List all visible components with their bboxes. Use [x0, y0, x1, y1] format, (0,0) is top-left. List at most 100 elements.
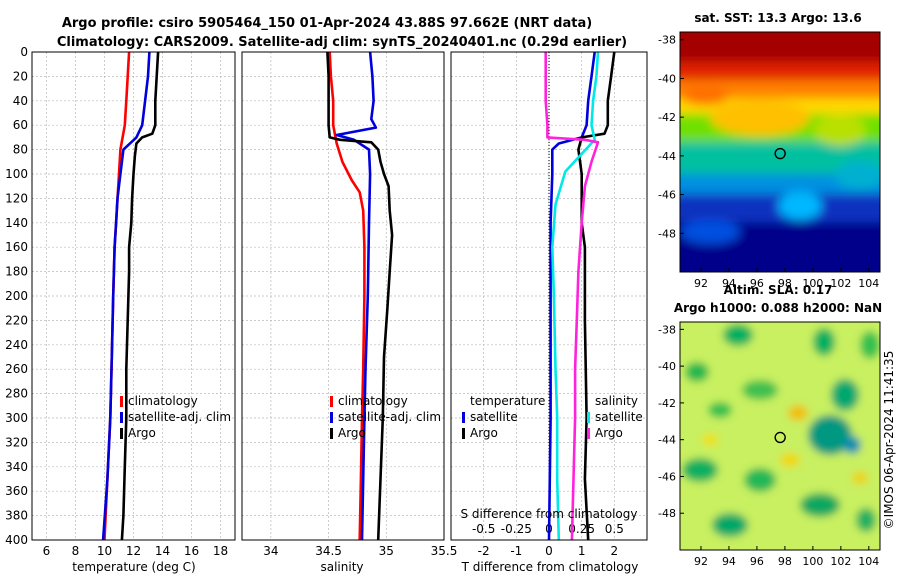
lat-tick-label: -46: [658, 470, 676, 483]
x-tick-label: 14: [155, 544, 170, 558]
depth-tick-label: 320: [5, 435, 28, 449]
title-line1: Argo profile: csiro 5905464_150 01-Apr-2…: [62, 16, 592, 31]
lat-tick-label: -38: [658, 34, 676, 47]
depth-tick-label: 280: [5, 387, 28, 401]
depth-tick-label: 0: [20, 45, 28, 59]
sla-low-2: [780, 453, 800, 467]
lat-tick-label: -48: [658, 227, 676, 240]
depth-tick-label: 160: [5, 240, 28, 254]
x-tick-label: 10: [97, 544, 112, 558]
x-tick-label: 1: [578, 544, 586, 558]
legend-s-argo-label: Argo: [595, 426, 623, 440]
sst-band-orange: [680, 80, 880, 102]
sst-warm-tongue: [710, 100, 810, 136]
lon-tick-label: 102: [830, 555, 851, 568]
salinity-grid: [242, 51, 445, 541]
lat-tick-label: -46: [658, 189, 676, 202]
legend-t-satellite-swatch: [462, 412, 465, 423]
depth-tick-label: 180: [5, 265, 28, 279]
lon-tick-label: 92: [694, 277, 708, 290]
sst-blue-patch: [680, 220, 740, 244]
depth-tick-label: 300: [5, 411, 28, 425]
x-tick-label: 6: [43, 544, 51, 558]
sla-high-3: [860, 331, 880, 359]
depth-tick-label: 360: [5, 484, 28, 498]
depth-tick-label: 20: [13, 69, 28, 83]
sla-low-4: [852, 472, 868, 484]
temperature-grid: [32, 51, 235, 541]
temperature-panel: 0 20 40 60 80 100 120 140 160 180 200 220 240 260 280 3…: [5, 45, 236, 574]
salinity-tick-labels: 34 34.5 35 35.5: [263, 544, 457, 558]
temperature-xlabel: temperature (deg C): [72, 560, 195, 574]
x-tick-label: 18: [213, 544, 228, 558]
depth-tick-label: 100: [5, 167, 28, 181]
sst-band-cyan: [680, 174, 880, 196]
legend-argo-label: Argo: [338, 426, 366, 440]
s-tick-label: -0.25: [501, 522, 532, 536]
legend-s-satellite-label: satellite: [595, 410, 643, 424]
s-difference-xlabel: S difference from climatology: [461, 507, 638, 521]
lat-tick-label: -48: [658, 507, 676, 520]
difference-legend: temperature satellite Argo salinity sate…: [462, 394, 643, 440]
salinity-legend: climatology satellite-adj. clim Argo: [330, 394, 441, 440]
lon-tick-label: 98: [778, 555, 792, 568]
sst-lat-ticks: -38 -40 -42 -44 -46 -48: [658, 34, 684, 240]
sla-heatmap: [680, 322, 880, 550]
series-line-t-argo: [577, 51, 616, 541]
series-line-satellite-adj-clim: [101, 51, 151, 541]
legend-climatology-swatch: [120, 396, 123, 407]
sst-band-red: [680, 62, 880, 82]
sst-cyan-eddy: [778, 192, 822, 220]
depth-tick-label: 200: [5, 289, 28, 303]
depth-tick-label: 60: [13, 118, 28, 132]
x-tick-label: -2: [478, 544, 490, 558]
lon-tick-label: 100: [802, 555, 823, 568]
depth-tick-label: 240: [5, 338, 28, 352]
lon-tick-label: 104: [858, 555, 879, 568]
lon-tick-label: 94: [722, 555, 736, 568]
series-line-argo: [326, 51, 394, 541]
depth-tick-label: 220: [5, 313, 28, 327]
t-difference-xlabel: T difference from climatology: [461, 560, 639, 574]
sla-high-7: [708, 402, 732, 418]
temperature-tick-labels: 6 8 10 12 14 16 18: [43, 544, 228, 558]
x-tick-label: 12: [126, 544, 141, 558]
legend-temperature-title: temperature: [470, 394, 545, 408]
legend-climatology-label: climatology: [128, 394, 198, 408]
lon-tick-label: 92: [694, 555, 708, 568]
x-tick-label: -1: [510, 544, 522, 558]
difference-axes-box: [450, 51, 648, 541]
lon-tick-label: 98: [778, 277, 792, 290]
sla-high-9: [843, 436, 861, 454]
lat-tick-label: -40: [658, 360, 676, 373]
x-tick-label: 34: [263, 544, 278, 558]
s-tick-label: -0.5: [472, 522, 495, 536]
s-tick-label: 0.5: [605, 522, 624, 536]
legend-t-satellite-label: satellite: [470, 410, 518, 424]
title-line2: Climatology: CARS2009. Satellite-adj cli…: [57, 35, 627, 50]
depth-tick-label: 400: [5, 533, 28, 547]
sla-high-10: [682, 458, 718, 482]
lon-tick-label: 96: [750, 555, 764, 568]
depth-tick-labels: 0 20 40 60 80 100 120 140 160 180 200 220 240 260 280 3…: [5, 45, 28, 547]
depth-tick-label: 340: [5, 460, 28, 474]
argo-location-marker: [774, 147, 786, 160]
depth-tick-label: 380: [5, 509, 28, 523]
lat-tick-label: -44: [658, 434, 676, 447]
sla-high-14: [856, 508, 876, 532]
depth-tick-label: 80: [13, 143, 28, 157]
series-line-satellite-adj-clim: [335, 51, 378, 541]
sla-low-1: [788, 405, 808, 421]
x-tick-label: 35.5: [431, 544, 458, 558]
sla-high-11: [744, 468, 776, 492]
sla-map-frame: [679, 321, 881, 551]
sla-lat-ticks: -38 -40 -42 -44 -46 -48: [658, 323, 684, 520]
lon-tick-label: 104: [858, 277, 879, 290]
x-tick-label: 2: [611, 544, 619, 558]
sla-low-3: [702, 434, 718, 446]
legend-climatology-swatch: [330, 396, 333, 407]
series-line-climatology: [328, 51, 366, 541]
sst-map-frame: [679, 31, 881, 273]
t-difference-tick-labels: -2 -1 0 1 2: [478, 544, 618, 558]
